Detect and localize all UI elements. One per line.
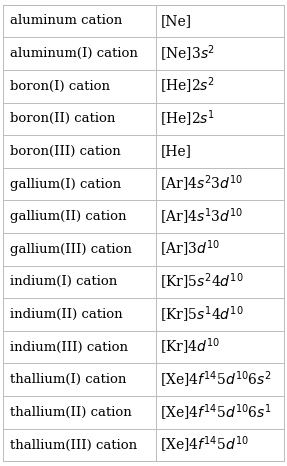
Text: [Ar]4$s^{2}$3$d^{10}$: [Ar]4$s^{2}$3$d^{10}$: [160, 174, 244, 194]
Text: [He]2$s^{2}$: [He]2$s^{2}$: [160, 76, 216, 96]
Text: boron(II) cation: boron(II) cation: [10, 112, 115, 125]
Text: thallium(I) cation: thallium(I) cation: [10, 373, 126, 386]
Text: gallium(I) cation: gallium(I) cation: [10, 178, 121, 191]
Text: [Xe]4$f^{14}$5$d^{10}$: [Xe]4$f^{14}$5$d^{10}$: [160, 435, 249, 455]
Text: [Ar]4$s^{1}$3$d^{10}$: [Ar]4$s^{1}$3$d^{10}$: [160, 206, 244, 227]
Text: aluminum cation: aluminum cation: [10, 14, 122, 27]
Text: [He]2$s^{1}$: [He]2$s^{1}$: [160, 109, 216, 129]
Text: boron(III) cation: boron(III) cation: [10, 145, 121, 158]
Text: [Ne]3$s^{2}$: [Ne]3$s^{2}$: [160, 43, 216, 64]
Text: [Kr]4$d^{10}$: [Kr]4$d^{10}$: [160, 337, 221, 357]
Text: [Kr]5$s^{1}$4$d^{10}$: [Kr]5$s^{1}$4$d^{10}$: [160, 304, 244, 325]
Text: gallium(III) cation: gallium(III) cation: [10, 243, 132, 256]
Text: indium(II) cation: indium(II) cation: [10, 308, 123, 321]
Text: [Ar]3$d^{10}$: [Ar]3$d^{10}$: [160, 239, 220, 260]
Text: [Xe]4$f^{14}$5$d^{10}$6$s^{1}$: [Xe]4$f^{14}$5$d^{10}$6$s^{1}$: [160, 402, 272, 423]
Text: gallium(II) cation: gallium(II) cation: [10, 210, 126, 223]
Text: boron(I) cation: boron(I) cation: [10, 80, 110, 93]
Text: aluminum(I) cation: aluminum(I) cation: [10, 47, 138, 60]
Text: indium(I) cation: indium(I) cation: [10, 275, 117, 288]
Text: [Xe]4$f^{14}$5$d^{10}$6$s^{2}$: [Xe]4$f^{14}$5$d^{10}$6$s^{2}$: [160, 370, 272, 390]
Text: indium(III) cation: indium(III) cation: [10, 341, 128, 354]
Text: thallium(II) cation: thallium(II) cation: [10, 406, 132, 419]
Text: thallium(III) cation: thallium(III) cation: [10, 439, 137, 452]
Text: [He]: [He]: [160, 144, 191, 158]
Text: [Ne]: [Ne]: [160, 14, 191, 28]
Text: [Kr]5$s^{2}$4$d^{10}$: [Kr]5$s^{2}$4$d^{10}$: [160, 272, 244, 292]
